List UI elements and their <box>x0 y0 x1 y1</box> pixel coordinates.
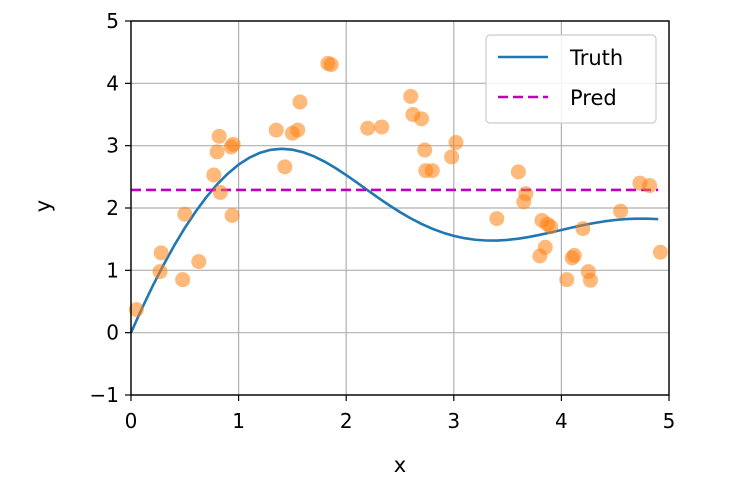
series-line-truth <box>129 147 659 334</box>
y-tick-label: −1 <box>90 383 119 407</box>
x-tick-label: 5 <box>663 409 676 433</box>
scatter-point <box>177 206 193 222</box>
x-tick-label: 2 <box>340 409 353 433</box>
y-tick-label: 2 <box>106 196 119 220</box>
scatter-point <box>290 122 306 138</box>
scatter-point <box>652 244 668 260</box>
scatter-point <box>152 264 168 280</box>
scatter-point <box>268 122 284 138</box>
scatter-point <box>613 203 629 219</box>
scatter-point <box>225 136 241 152</box>
scatter-point <box>191 254 207 270</box>
scatter-point <box>642 178 658 194</box>
x-tick-label: 1 <box>232 409 245 433</box>
scatter-point <box>206 167 222 183</box>
scatter-point <box>175 272 191 288</box>
scatter-point <box>537 239 553 255</box>
scatter-point <box>128 302 144 318</box>
scatter-point <box>424 163 440 179</box>
x-tick-label: 3 <box>447 409 460 433</box>
legend-label-truth: Truth <box>569 46 623 70</box>
y-tick-label: 1 <box>106 258 119 282</box>
scatter-point <box>209 144 225 160</box>
scatter-point <box>277 159 293 175</box>
scatter-point <box>444 149 460 165</box>
y-tick-label: 3 <box>106 134 119 158</box>
x-tick-label: 0 <box>125 409 138 433</box>
x-tick-label: 4 <box>555 409 568 433</box>
series-layer <box>128 55 668 334</box>
scatter-point <box>510 164 526 180</box>
y-tick-label: 0 <box>106 321 119 345</box>
scatter-point <box>292 94 308 110</box>
scatter-point <box>323 57 339 73</box>
scatter-point <box>582 272 598 288</box>
scatter-point <box>211 128 227 144</box>
scatter-point <box>575 221 591 237</box>
scatter-point <box>360 120 376 136</box>
scatter-point <box>403 88 419 104</box>
scatter-point <box>212 184 228 200</box>
scatter-point <box>489 211 505 227</box>
scatter-point <box>374 119 390 135</box>
scatter-point <box>224 207 240 223</box>
grid <box>130 20 670 396</box>
scatter-point <box>448 135 464 151</box>
scatter-point <box>414 111 430 127</box>
y-tick-label: 5 <box>106 9 119 33</box>
scatter-point <box>518 186 534 202</box>
legend: Truth Pred <box>485 34 657 124</box>
scatter-point <box>543 219 559 235</box>
scatter-point <box>559 272 575 288</box>
scatter-point <box>417 142 433 158</box>
legend-label-pred: Pred <box>570 86 617 110</box>
y-axis-label: y <box>31 200 55 212</box>
scatter-point <box>566 247 582 263</box>
x-axis-label: x <box>394 453 406 477</box>
y-tick-label: 4 <box>106 71 119 95</box>
scatter-point <box>153 245 169 261</box>
